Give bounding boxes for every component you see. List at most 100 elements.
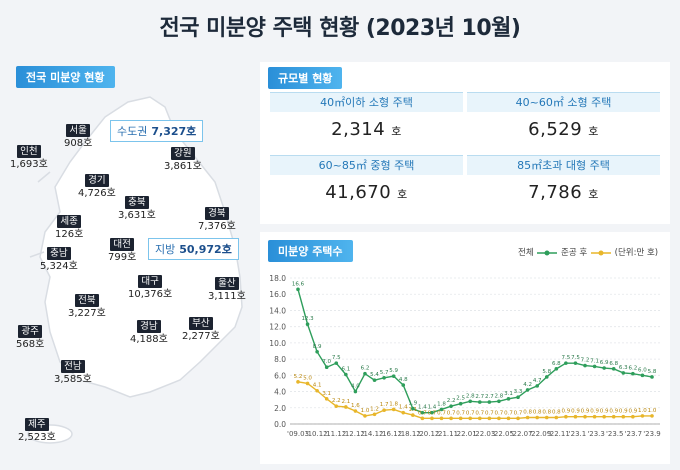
x-tick-label: '23.7 (625, 430, 643, 438)
data-point-completed (611, 414, 616, 419)
data-point-total (592, 364, 597, 369)
data-label-completed: 0.7 (475, 410, 484, 416)
map-section-tag: 전국 미분양 현황 (16, 66, 115, 88)
data-point-completed (506, 416, 511, 421)
x-tick-label: '10.12 (306, 430, 328, 438)
x-tick-label: '22.03 (473, 430, 495, 438)
region-sejong: 세종 126호 (55, 215, 83, 241)
scale-cell-label: 40~60㎡ 소형 주택 (467, 92, 660, 112)
region-gyeongnam: 경남 4,188호 (130, 320, 168, 346)
scale-cell-value: 41,670 (325, 182, 392, 203)
data-label-total: 6.8 (552, 361, 561, 367)
data-label-completed: 1.6 (351, 403, 360, 409)
data-label-completed: 5.0 (303, 375, 312, 381)
data-point-completed (458, 416, 463, 421)
data-label-total: 8.9 (313, 344, 322, 350)
data-label-total: 4.0 (351, 384, 360, 390)
x-tick-label: '14.12 (362, 430, 384, 438)
chart-section-tag: 미분양 주택수 (268, 240, 353, 262)
data-point-completed (411, 413, 415, 417)
region-chungnam: 충남 5,324호 (40, 247, 78, 273)
region-value: 2,277호 (182, 331, 220, 342)
data-point-total (525, 388, 530, 392)
line-chart: 0.0 2.0 4.0 6.0 8.0 10.0 12.0 14.0 16.0 18.0 '09.0… (269, 274, 660, 438)
data-label-total: 1.9 (408, 401, 417, 407)
data-point-total (611, 367, 616, 371)
region-value: 3,111호 (208, 291, 246, 302)
data-label-completed: 0.8 (533, 410, 542, 416)
data-label-completed: 0.7 (504, 410, 513, 416)
data-point-completed (391, 407, 396, 412)
data-label-completed: 0.8 (542, 410, 551, 416)
data-label-completed: 0.7 (495, 410, 504, 416)
region-name: 경북 (205, 207, 229, 220)
data-label-completed: 0.9 (590, 409, 599, 415)
data-point-total (420, 410, 425, 415)
scale-cell-value-wrap: 41,670 호 (270, 175, 463, 213)
legend-completed-label: 준공 후 (561, 248, 588, 258)
scale-cell-label: 60~85㎡ 중형 주택 (270, 155, 463, 175)
data-label-completed: 0.9 (581, 409, 590, 415)
metro-callout: 수도권 7,327호 (110, 120, 204, 142)
data-point-total (382, 375, 386, 380)
data-label-total: 5.4 (370, 372, 379, 378)
local-callout-value: 50,972호 (179, 243, 232, 256)
region-value: 3,585호 (54, 374, 92, 385)
data-label-total: 1.4 (428, 405, 437, 411)
data-label-completed: 0.9 (628, 409, 637, 415)
data-label-total: 5.8 (542, 369, 551, 375)
data-point-total (650, 375, 654, 379)
metro-callout-value: 7,327호 (151, 125, 197, 138)
local-callout-label: 지방 (155, 243, 176, 256)
region-chungbuk: 충북 3,631호 (118, 196, 156, 222)
legend-completed-swatch (590, 250, 611, 255)
data-label-completed: 1.0 (648, 408, 657, 414)
data-point-total (353, 389, 358, 394)
data-point-total (554, 367, 559, 371)
data-point-total (640, 373, 645, 378)
data-label-total: 2.2 (447, 398, 456, 404)
data-point-completed (477, 416, 482, 421)
data-point-total (564, 361, 568, 365)
data-label-total: 6.8 (609, 361, 618, 367)
scale-cell-value: 6,529 (528, 119, 583, 140)
region-value: 3,227호 (68, 308, 106, 319)
data-point-total (449, 404, 453, 408)
local-callout: 지방 50,972호 (148, 238, 239, 260)
scale-cell-small-40: 40㎡이하 소형 주택 2,314 호 (270, 92, 463, 152)
x-tick-label: '22.11 (548, 430, 570, 438)
x-tick-label: '22.01 (455, 430, 477, 438)
region-value: 908호 (64, 138, 93, 149)
region-value: 2,523호 (18, 432, 56, 443)
data-point-completed (401, 410, 406, 415)
data-label-total: 12.3 (301, 316, 314, 322)
data-label-total: 3.3 (514, 389, 523, 395)
region-value: 3,861호 (164, 161, 202, 172)
data-label-completed: 5.2 (294, 374, 303, 380)
data-label-total: 4.8 (399, 377, 408, 383)
region-ulsan: 울산 3,111호 (208, 277, 246, 303)
data-point-total (439, 407, 444, 412)
region-value: 4,726호 (78, 188, 116, 199)
data-label-total: 3.1 (504, 391, 513, 397)
data-point-completed (430, 416, 434, 421)
scale-section-tag: 규모별 현황 (268, 67, 343, 89)
data-label-total: 7.2 (581, 358, 590, 364)
region-incheon: 인천 1,693호 (10, 145, 48, 171)
data-label-total: 4.2 (523, 382, 532, 388)
data-label-completed: 0.7 (485, 410, 494, 416)
data-label-completed: 0.8 (552, 410, 561, 416)
scale-cell-unit: 호 (391, 125, 402, 138)
data-point-completed (535, 415, 539, 420)
data-point-total (372, 378, 377, 382)
data-point-total (621, 371, 626, 375)
x-tick-label: '11.12 (324, 430, 346, 438)
y-tick-label: 10.0 (269, 339, 286, 348)
data-point-total (516, 395, 520, 400)
data-label-completed: 1.0 (638, 408, 647, 414)
region-busan: 부산 2,277호 (182, 317, 220, 343)
data-point-total (391, 374, 396, 378)
data-label-total: 1.8 (437, 401, 446, 407)
region-name: 광주 (18, 325, 42, 338)
data-point-completed (583, 414, 587, 419)
